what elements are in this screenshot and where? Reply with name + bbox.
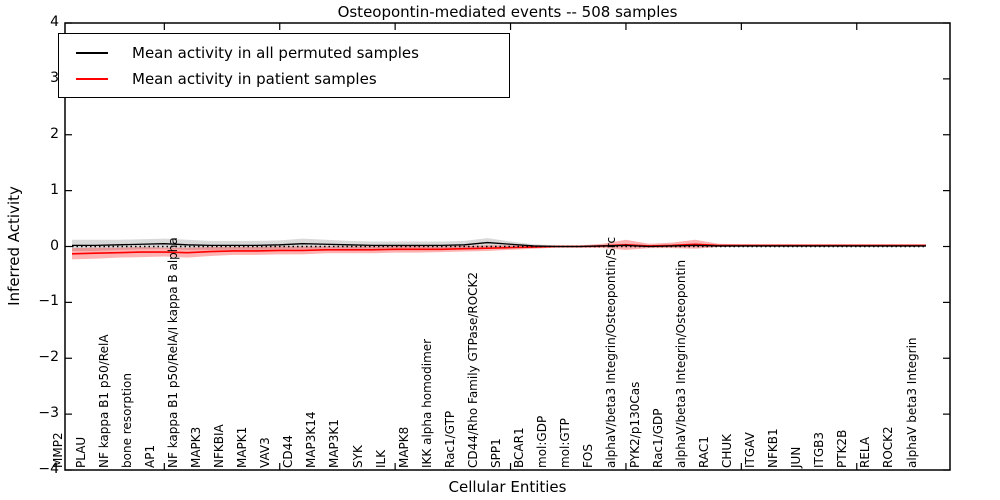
y-tick-label: −3 <box>38 405 59 422</box>
y-tick-label: −4 <box>38 461 59 477</box>
legend-label-permuted: Mean activity in all permuted samples <box>132 44 419 62</box>
x-category-label: alphaV/beta3 Integrin/Osteopontin/Src <box>604 236 619 468</box>
x-category-label: RELA <box>858 436 873 468</box>
y-tick-label: 4 <box>50 14 59 30</box>
x-category-label: MAPK1 <box>235 426 250 468</box>
x-category-label: PLAU <box>73 436 88 468</box>
x-category-label: PTK2B <box>835 429 850 468</box>
x-category-label: MAP3K14 <box>304 411 319 468</box>
x-category-label: MAPK3 <box>188 426 203 468</box>
legend-line-permuted-icon <box>76 52 108 54</box>
x-category-label: alphaV/beta3 Integrin/Osteopontin <box>673 259 688 468</box>
x-category-label: IKK alpha homodimer <box>419 338 434 468</box>
x-category-label: ILK <box>373 449 388 468</box>
y-tick-label: 0 <box>50 237 59 254</box>
y-tick-label: 1 <box>50 181 59 198</box>
x-axis-label: Cellular Entities <box>448 478 567 496</box>
x-category-label: RAC1 <box>696 436 711 468</box>
legend: Mean activity in all permuted samples Me… <box>58 33 510 98</box>
legend-line-patient-icon <box>76 78 108 80</box>
x-category-label: CHUK <box>719 433 734 468</box>
band-permuted <box>72 238 926 251</box>
x-category-label: NF kappa B1 p50/RelA/I kappa B alpha <box>165 237 180 468</box>
chart-title: Osteopontin-mediated events -- 508 sampl… <box>337 3 678 21</box>
x-category-label: Rac1/GTP <box>442 410 457 468</box>
legend-label-patient: Mean activity in patient samples <box>132 70 377 88</box>
x-category-label: PYK2/p130Cas <box>627 381 642 468</box>
x-category-label: bone resorption <box>119 373 134 468</box>
x-category-label: VAV3 <box>258 437 273 468</box>
x-category-label: ITGAV <box>742 432 757 468</box>
x-category-label: SPP1 <box>489 438 504 468</box>
x-category-label: CD44/Rho Family GTPase/ROCK2 <box>465 271 480 468</box>
x-category-label: mol:GTP <box>558 418 573 468</box>
x-category-label: alphaV beta3 Integrin <box>904 337 919 468</box>
x-category-label: NFKBIA <box>212 424 227 468</box>
y-tick-label: 3 <box>50 69 59 86</box>
y-tick-label: 2 <box>50 125 59 142</box>
x-category-label: ITGB3 <box>812 431 827 468</box>
y-tick-label: −1 <box>38 293 59 310</box>
x-category-label: NFKB1 <box>766 428 780 468</box>
x-category-label: MAPK8 <box>396 426 411 468</box>
x-category-label: AP1 <box>142 444 157 468</box>
x-category-label: mol:GDP <box>535 415 550 468</box>
x-category-label: MMP2 <box>50 432 65 468</box>
x-category-label: FOS <box>581 444 596 468</box>
y-tick-label: −2 <box>38 349 59 366</box>
x-category-label: Rac1/GDP <box>650 408 665 468</box>
x-category-label: SYK <box>350 445 365 468</box>
x-category-label: NF kappa B1 p50/RelA <box>96 334 111 468</box>
legend-item-patient: Mean activity in patient samples <box>59 66 509 92</box>
x-category-label: BCAR1 <box>512 427 527 468</box>
x-category-label: CD44 <box>281 435 296 468</box>
legend-item-permuted: Mean activity in all permuted samples <box>59 40 509 66</box>
x-category-label: MAP3K1 <box>327 419 342 468</box>
x-category-label: ROCK2 <box>881 426 896 468</box>
x-category-label: JUN <box>789 446 804 468</box>
